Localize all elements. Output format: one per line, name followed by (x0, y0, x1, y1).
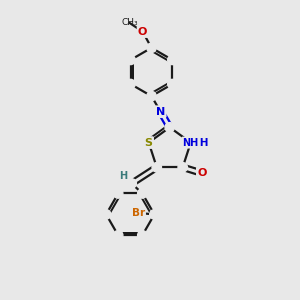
Circle shape (101, 210, 111, 219)
Circle shape (168, 55, 177, 64)
Circle shape (168, 79, 177, 89)
Circle shape (178, 163, 188, 172)
Circle shape (144, 138, 153, 147)
Text: N: N (156, 107, 165, 117)
Text: N: N (156, 107, 165, 117)
Text: Br: Br (132, 208, 145, 218)
Text: Br: Br (132, 208, 145, 218)
Text: H: H (119, 171, 127, 181)
Circle shape (147, 92, 156, 101)
Text: CH₃: CH₃ (121, 18, 138, 27)
Circle shape (126, 55, 135, 64)
Circle shape (152, 163, 161, 172)
Circle shape (126, 79, 135, 89)
Circle shape (113, 231, 123, 240)
Circle shape (150, 210, 159, 219)
Circle shape (147, 43, 156, 52)
Text: S: S (145, 138, 153, 148)
Circle shape (165, 123, 174, 132)
Text: O: O (138, 27, 147, 37)
Text: NH: NH (183, 138, 199, 148)
Text: O: O (197, 168, 206, 178)
Text: NH: NH (191, 138, 208, 148)
Circle shape (127, 179, 136, 188)
Circle shape (138, 231, 147, 240)
Text: S: S (145, 138, 153, 148)
Text: H: H (119, 171, 127, 181)
Text: O: O (197, 168, 206, 178)
Circle shape (186, 138, 195, 147)
Text: O: O (138, 27, 147, 37)
Circle shape (138, 189, 147, 198)
Circle shape (113, 189, 123, 198)
